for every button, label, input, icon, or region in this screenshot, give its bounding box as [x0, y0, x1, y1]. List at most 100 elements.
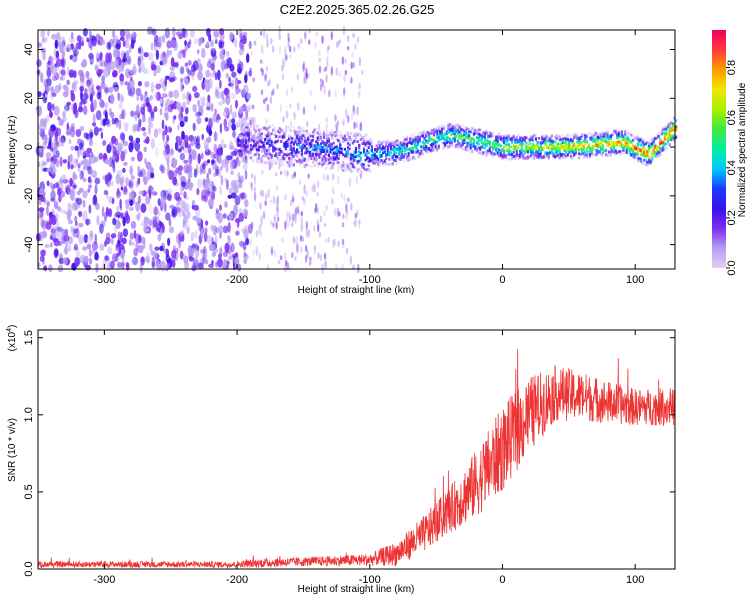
spectrogram-cell	[259, 59, 263, 64]
spectrogram-cell	[624, 140, 627, 144]
spectrogram-cell	[460, 132, 463, 136]
spectrogram-cell	[636, 159, 639, 163]
spectrogram-cell	[405, 147, 409, 151]
spectrogram-cell	[654, 151, 657, 155]
spectrogram-cell	[417, 138, 420, 142]
spectrogram-cell	[254, 41, 257, 47]
spectrogram-cell	[286, 261, 289, 271]
spectrogram-cell	[330, 31, 333, 41]
spectrogram-cell	[135, 242, 139, 251]
spectrogram-cell	[555, 145, 558, 149]
spectrogram-cell	[507, 152, 510, 156]
spectrogram-cell	[455, 135, 458, 138]
spectrogram-cell	[153, 128, 159, 139]
spectrogram-cell	[520, 147, 523, 150]
spectrogram-cell	[231, 71, 237, 78]
spectrogram-cell	[67, 244, 72, 252]
spectrogram-cell	[201, 133, 204, 141]
spectrogram-cell	[468, 127, 471, 131]
spectrogram-cell	[300, 134, 303, 138]
spectrogram-cell	[240, 152, 243, 156]
spectrogram-cell	[531, 135, 534, 139]
spectrogram-cell	[263, 98, 266, 104]
spectrogram-cell	[79, 142, 84, 150]
spectrogram-cell	[506, 153, 509, 157]
spectrogram-cell	[326, 138, 329, 142]
spectrogram-cell	[248, 129, 251, 133]
spectrogram-cell	[482, 135, 485, 138]
spectrogram-cell	[646, 149, 649, 153]
spectrogram-cell	[280, 135, 283, 139]
spectrogram-cell	[163, 112, 167, 119]
spectrogram-cell	[447, 140, 450, 144]
spectrogram-cell	[155, 65, 161, 74]
snr-x-label: Height of straight line (km)	[298, 584, 415, 595]
spectrogram-cell	[356, 161, 359, 165]
spectrogram-cell	[321, 35, 324, 44]
spectrogram-cell	[358, 146, 361, 150]
spectrogram-cell	[291, 147, 294, 150]
spectrogram-cell	[337, 161, 340, 164]
spectrogram-cell	[616, 143, 619, 147]
spectrogram-cell	[52, 225, 57, 231]
spectrogram-cell	[212, 113, 218, 123]
spectrogram-cell	[332, 157, 335, 161]
spectrogram-cell	[273, 140, 276, 144]
spectrogram-cell	[291, 151, 294, 155]
spectrogram-cell	[329, 142, 332, 146]
spectrogram-cell	[359, 151, 362, 155]
spectrogram-cell	[253, 186, 257, 192]
spectrogram-cell	[589, 149, 592, 152]
spectrogram-cell	[331, 197, 334, 206]
spectrogram-cell	[303, 184, 306, 195]
spectrogram-cell	[576, 147, 579, 151]
spectrogram-cell	[630, 147, 633, 150]
spectrogram-cell	[262, 144, 265, 147]
spectrogram-cell	[38, 207, 45, 213]
spectrogram-cell	[300, 144, 303, 148]
spectrogram-cell	[342, 239, 345, 249]
spectrogram-cell	[97, 72, 101, 78]
spectrogram-cell	[69, 36, 75, 44]
spectrogram-cell	[452, 132, 455, 135]
spectrogram-cell	[606, 141, 609, 144]
spectrogram-cell	[386, 149, 389, 153]
spectrogram-cell	[346, 134, 350, 137]
spectrogram-cell	[128, 191, 135, 200]
spectrogram-cell	[307, 156, 310, 163]
spectrogram-cell	[377, 142, 380, 146]
spectrogram-cell	[225, 72, 229, 79]
spectrogram-cell	[208, 263, 214, 268]
spectrogram-cell	[343, 154, 346, 158]
spectrogram-cell	[262, 148, 265, 152]
spectrogram-cell	[316, 141, 319, 145]
spectrogram-cell	[245, 237, 250, 246]
spectrogram-cell	[313, 148, 316, 152]
spectrogram-cell	[612, 141, 616, 145]
spectrogram-cell	[662, 146, 665, 149]
spectrogram-cell	[632, 144, 635, 147]
spectrogram-cell	[523, 139, 526, 143]
spectrogram-cell	[334, 114, 337, 122]
spectrogram-cell	[316, 153, 319, 157]
spectrogram-cell	[128, 44, 132, 53]
spectrogram-cell	[565, 154, 568, 158]
spectrogram-cell	[657, 152, 660, 155]
spectrogram-cell	[378, 161, 381, 164]
spectrogram-cell	[110, 236, 114, 245]
spectrogram-cell	[60, 174, 67, 182]
spectrogram-cell	[388, 153, 391, 157]
spectrogram-cell	[407, 152, 410, 156]
spectrogram-cell	[80, 254, 85, 264]
spectrogram-cell	[547, 156, 550, 159]
spectrogram-cell	[507, 146, 510, 150]
spectrogram-cell	[386, 162, 389, 166]
spectrogram-cell	[332, 147, 335, 151]
spectrogram-cell	[426, 131, 429, 134]
spectrogram-cell	[97, 127, 103, 132]
spectrogram-cell	[230, 192, 237, 199]
spectrogram-cell	[192, 122, 196, 132]
spectrogram-cell	[283, 135, 286, 139]
spectrogram-cell	[107, 208, 113, 218]
spectrogram-cell	[191, 199, 196, 206]
